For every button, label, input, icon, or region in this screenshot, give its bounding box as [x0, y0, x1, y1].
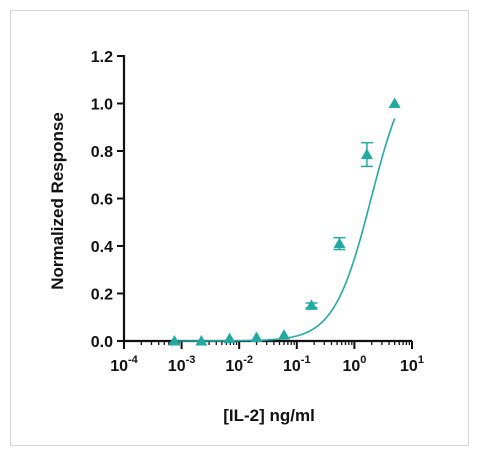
y-tick-label: 0.8: [91, 144, 113, 161]
data-point-triangle: [195, 335, 208, 346]
data-point-triangle: [168, 335, 181, 346]
data-point-triangle: [278, 329, 291, 340]
x-tick-label: 10-3: [168, 354, 196, 375]
x-axis-label: [IL-2] ng/ml: [223, 406, 315, 425]
x-tick-label: 10-4: [110, 354, 138, 375]
y-tick-label: 0.4: [91, 239, 113, 256]
x-tick-label: 100: [342, 354, 366, 375]
chart-svg: 0.0 0.2 0.4 0.6 0.8 1.0 1.2 10-4 10-3 10-2 10-1 100…: [48, 49, 424, 425]
data-point-triangle: [305, 299, 318, 310]
data-point-triangle: [333, 237, 346, 249]
y-tick-label: 0.0: [91, 334, 113, 351]
x-tick-label: 10-1: [283, 354, 311, 375]
x-tick-label: 10-2: [225, 354, 253, 375]
data-point-triangle: [250, 331, 263, 342]
y-tick-label: 1.2: [91, 49, 113, 66]
data-point-triangle: [388, 97, 401, 108]
y-tick-label: 0.6: [91, 192, 113, 209]
data-point-triangle: [360, 148, 373, 160]
y-tick-label: 0.2: [91, 287, 113, 304]
y-axis-label: Normalized Response: [48, 112, 67, 290]
plot-layer: 0.0 0.2 0.4 0.6 0.8 1.0 1.2 10-4 10-3 10-2 10-1 100…: [91, 49, 424, 375]
fit-curve: [174, 118, 396, 342]
y-tick-label: 1.0: [91, 97, 113, 114]
x-tick-label: 101: [400, 354, 424, 375]
data-point-triangle: [223, 332, 236, 344]
chart-frame: 0.0 0.2 0.4 0.6 0.8 1.0 1.2 10-4 10-3 10-2 10-1 100…: [10, 10, 469, 446]
